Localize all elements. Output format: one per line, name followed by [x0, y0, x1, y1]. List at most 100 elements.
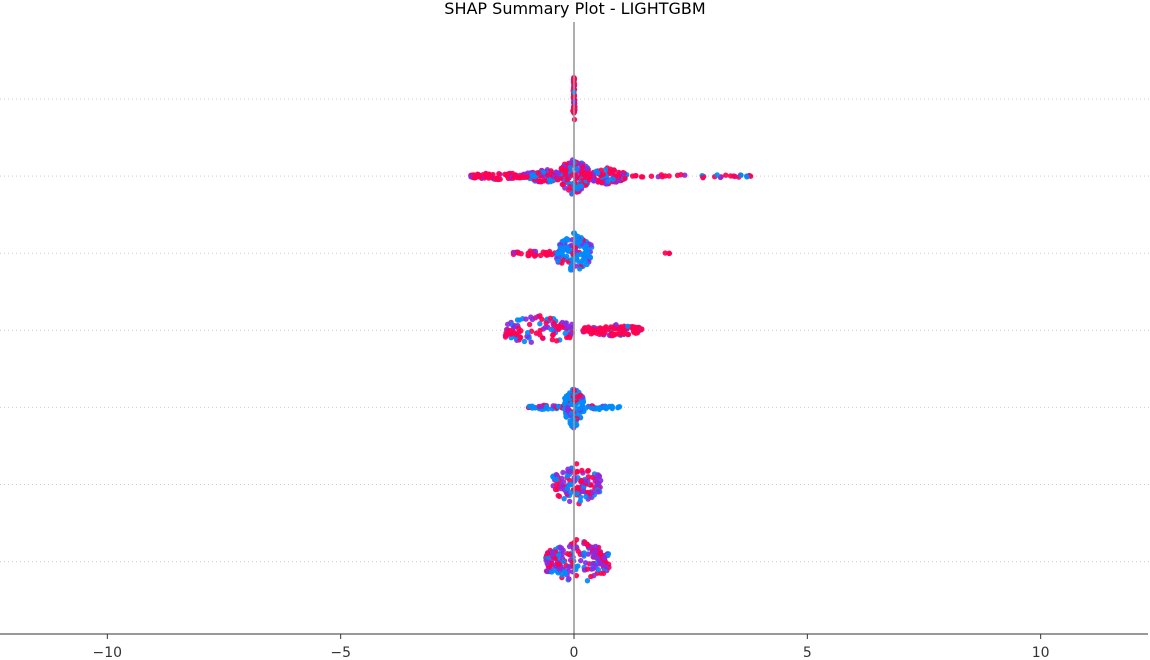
shap-point	[595, 170, 601, 176]
shap-point	[567, 184, 573, 190]
shap-point	[573, 572, 580, 579]
shap-point	[600, 570, 607, 576]
shap-point	[564, 177, 570, 183]
shap-point	[543, 320, 549, 326]
shap-point	[544, 560, 550, 567]
shap-point	[549, 569, 555, 575]
shap-point	[531, 253, 538, 259]
shap-point	[608, 324, 614, 330]
shap-point	[584, 261, 590, 268]
shap-point	[600, 171, 607, 177]
shap-point	[558, 175, 564, 181]
shap-point	[589, 405, 595, 411]
shap-point	[602, 166, 609, 173]
shap-point	[591, 178, 597, 184]
shap-point	[609, 332, 616, 339]
shap-point	[738, 172, 744, 178]
shap-point	[508, 335, 514, 341]
x-tick-label: −10	[93, 645, 123, 660]
shap-point	[550, 331, 557, 338]
shap-point	[543, 404, 549, 410]
shap-point	[532, 174, 538, 180]
shap-point	[744, 174, 750, 180]
shap-point	[723, 172, 729, 178]
shap-point	[581, 328, 587, 335]
shap-point	[553, 481, 560, 488]
shap-point	[549, 337, 556, 343]
shap-point	[560, 558, 567, 565]
shap-point	[557, 245, 564, 251]
shap-point	[592, 543, 599, 550]
shap-point	[515, 249, 521, 255]
shap-point	[548, 327, 555, 333]
shap-point	[577, 238, 583, 244]
shap-point	[547, 315, 554, 321]
shap-point	[586, 177, 593, 183]
shap-point	[506, 327, 512, 334]
shap-point	[580, 164, 586, 170]
shap-point	[583, 493, 589, 500]
shap-point	[582, 478, 589, 484]
shap-point	[630, 324, 637, 331]
shap-point	[578, 478, 584, 484]
shap-point	[666, 250, 672, 257]
shap-point	[565, 323, 571, 330]
shap-point	[477, 174, 484, 180]
shap-point	[566, 552, 573, 558]
shap-point	[565, 564, 572, 571]
x-tick-label: −5	[330, 645, 351, 660]
shap-point	[559, 167, 566, 174]
shap-point	[537, 327, 543, 334]
shap-point	[565, 392, 571, 399]
shap-point	[558, 249, 564, 255]
shap-point	[587, 254, 593, 260]
shap-point	[585, 467, 592, 474]
shap-point	[581, 550, 587, 556]
shap-point	[588, 566, 595, 572]
shap-point	[551, 320, 557, 326]
shap-point	[574, 394, 581, 400]
shap-point	[577, 405, 583, 411]
x-tick-label: 0	[570, 645, 579, 660]
x-ticks-layer: −10 −5 0 5 10	[93, 634, 1050, 660]
shap-point	[574, 234, 580, 241]
shap-point	[674, 172, 681, 179]
shap-point	[564, 473, 571, 479]
shap-point	[574, 468, 580, 475]
shap-point	[567, 468, 573, 475]
shap-point	[588, 482, 594, 488]
shap-point	[567, 334, 573, 341]
shap-point	[714, 172, 720, 178]
shap-point	[563, 414, 570, 420]
shap-point	[564, 236, 570, 242]
shap-point	[579, 467, 585, 474]
shap-point	[594, 405, 600, 411]
shap-point	[567, 498, 573, 505]
shap-point	[587, 172, 593, 178]
shap-point	[607, 166, 614, 172]
shap-point	[579, 168, 586, 175]
shap-point	[574, 490, 580, 497]
shap-point	[605, 178, 611, 184]
shap-point	[576, 266, 583, 272]
shap-point	[573, 536, 580, 543]
shap-point	[556, 561, 562, 567]
shap-point	[597, 551, 604, 558]
shap-point	[583, 405, 589, 411]
shap-point	[575, 548, 581, 554]
shap-point	[609, 404, 616, 410]
shap-point	[595, 489, 601, 495]
shap-point	[588, 242, 594, 248]
shap-point	[561, 495, 567, 502]
shap-point	[566, 482, 572, 488]
shap-point	[559, 181, 566, 188]
shap-point	[566, 543, 573, 550]
shap-point	[597, 477, 604, 484]
shap-point	[568, 160, 574, 166]
shap-point	[662, 250, 668, 256]
shap-point	[525, 252, 531, 259]
shap-point	[562, 172, 568, 178]
shap-point	[526, 321, 533, 328]
shap-point	[545, 554, 551, 561]
shap-point	[615, 405, 621, 411]
